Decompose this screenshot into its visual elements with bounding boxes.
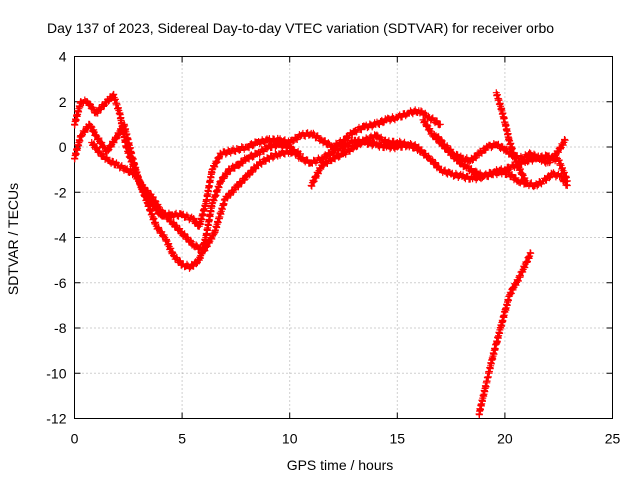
marker-cluster bbox=[71, 90, 444, 230]
x-axis-label: GPS time / hours bbox=[287, 457, 394, 473]
x-tick-label: 20 bbox=[497, 431, 513, 447]
y-tick-label: -12 bbox=[46, 411, 66, 427]
y-tick-label: -8 bbox=[54, 320, 67, 336]
y-tick-label: -2 bbox=[54, 184, 67, 200]
y-tick-label: -4 bbox=[54, 230, 67, 246]
x-tick-label: 15 bbox=[390, 431, 406, 447]
marker-cluster bbox=[475, 249, 535, 419]
series-arc-h bbox=[475, 249, 535, 419]
x-axis-ticks: 0 5 10 15 20 25 bbox=[71, 56, 621, 447]
y-tick-label: -6 bbox=[54, 275, 67, 291]
x-tick-label: 10 bbox=[282, 431, 298, 447]
x-tick-label: 0 bbox=[71, 431, 79, 447]
y-tick-label: 0 bbox=[59, 139, 67, 155]
series-arc-c bbox=[88, 139, 304, 256]
marker-cluster bbox=[492, 89, 530, 188]
y-tick-label: -10 bbox=[46, 365, 66, 381]
marker-cluster bbox=[88, 139, 304, 256]
y-axis-label: SDTVAR / TECUs bbox=[5, 183, 21, 295]
series-arc-a bbox=[71, 90, 444, 230]
data-points bbox=[71, 89, 571, 419]
y-axis-ticks: 4 2 0 -2 -4 -6 -8 -10 -12 bbox=[46, 49, 613, 427]
marker-cluster bbox=[71, 120, 423, 272]
y-tick-label: 2 bbox=[59, 94, 67, 110]
series-arc-b bbox=[71, 120, 423, 272]
y-tick-label: 4 bbox=[59, 49, 67, 65]
series-arc-g bbox=[492, 89, 530, 188]
x-tick-label: 25 bbox=[605, 431, 621, 447]
chart-title: Day 137 of 2023, Sidereal Day-to-day VTE… bbox=[47, 20, 554, 36]
x-tick-label: 5 bbox=[178, 431, 186, 447]
